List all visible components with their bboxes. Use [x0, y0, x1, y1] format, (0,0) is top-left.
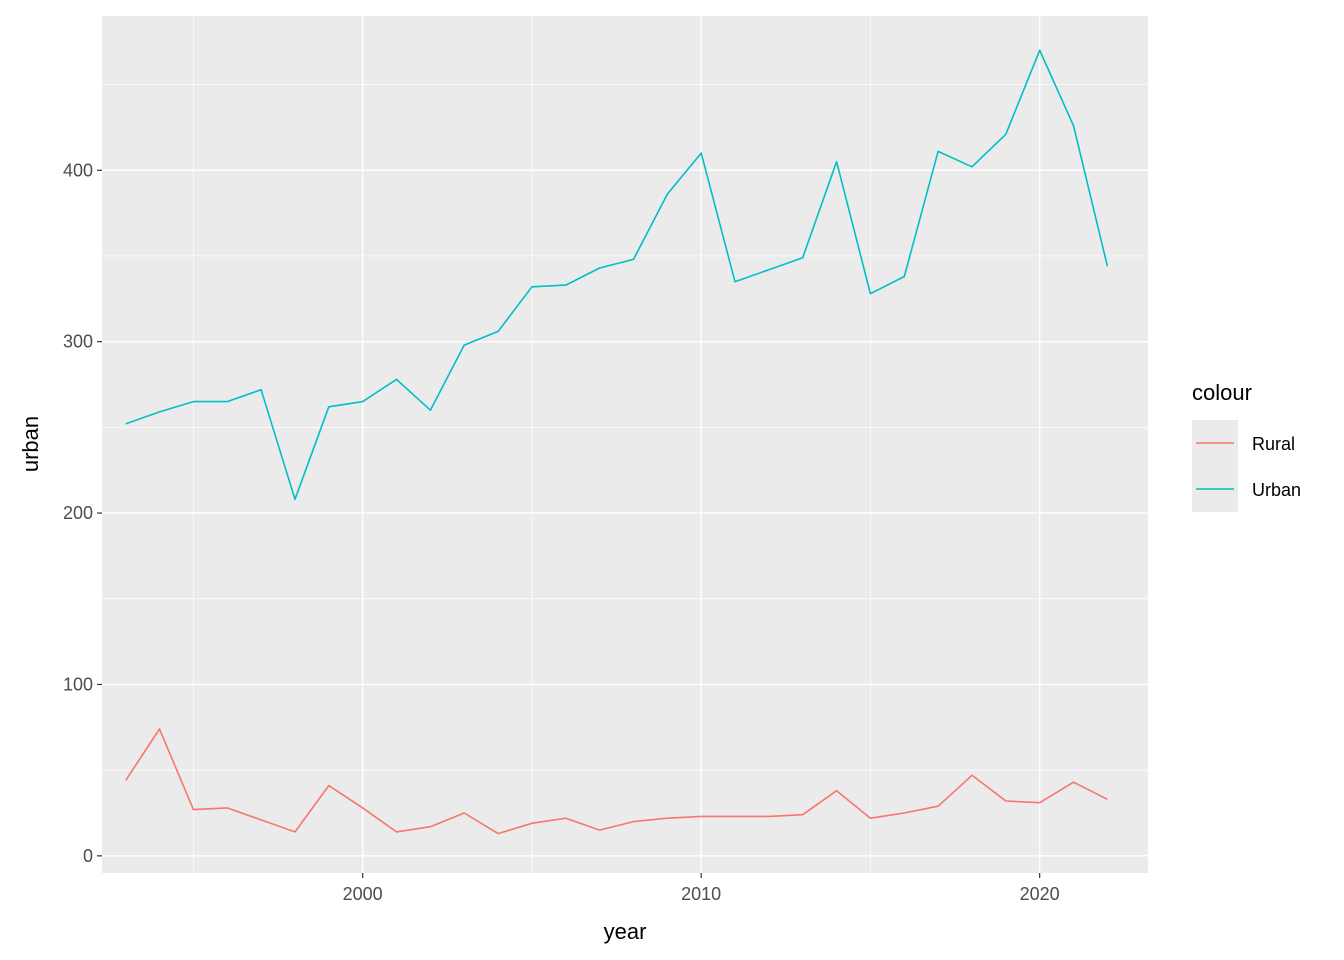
x-tick-label: 2010 [681, 884, 721, 904]
y-tick-label: 200 [63, 503, 93, 523]
panel-background [102, 16, 1148, 873]
series-line-urban [125, 49, 1109, 501]
y-tick-label: 100 [63, 674, 93, 694]
x-tick-label: 2020 [1020, 884, 1060, 904]
y-axis-title: urban [18, 416, 43, 472]
y-tick-label: 0 [83, 846, 93, 866]
x-axis: 2000 2010 2020 [343, 873, 1060, 904]
x-tick-label: 2000 [343, 884, 383, 904]
legend-label-rural: Rural [1252, 434, 1295, 454]
y-tick-label: 400 [63, 160, 93, 180]
minor-gridlines [102, 16, 1148, 873]
legend-title: colour [1192, 380, 1252, 405]
legend-items: Rural Urban [1196, 434, 1301, 500]
major-gridlines [102, 16, 1148, 873]
series-line-rural [125, 728, 1108, 835]
legend-label-urban: Urban [1252, 480, 1301, 500]
y-tick-label: 300 [63, 332, 93, 352]
legend: colour Rural Urban [1192, 380, 1301, 512]
x-axis-title: year [604, 919, 647, 944]
series-lines [125, 49, 1109, 835]
y-axis: 0 100 200 300 400 [63, 160, 102, 866]
legend-key-background [1192, 420, 1238, 512]
